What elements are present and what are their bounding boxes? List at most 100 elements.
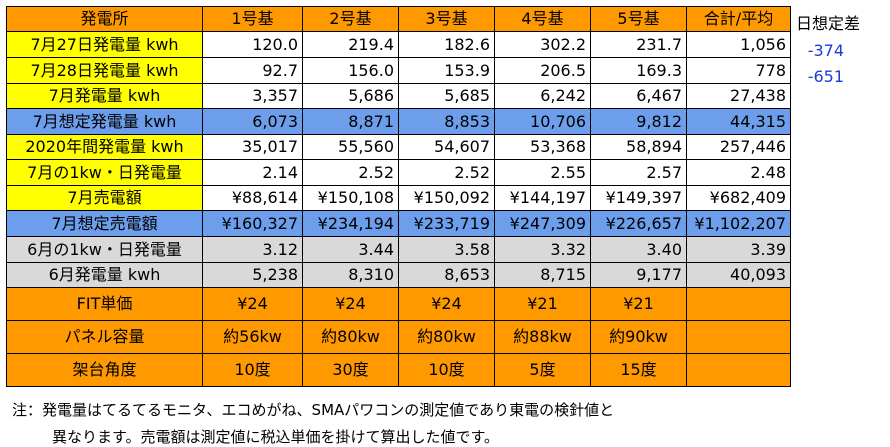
value-cell: 10度 <box>398 353 495 387</box>
header-cell: 1号基 <box>202 6 303 32</box>
note-line-2: 異なります。売電額は測定値に税込単価を掛けて算出した値です。 <box>52 428 500 446</box>
value-cell: 3.44 <box>302 236 399 263</box>
value-cell: 9,812 <box>590 108 687 135</box>
value-cell: ¥21 <box>590 287 687 321</box>
header-cell: 4号基 <box>494 6 591 32</box>
table-row: パネル容量 約56kw 約80kw 約80kw 約88kw 約90kw <box>6 320 791 354</box>
value-cell: 55,560 <box>302 134 399 160</box>
row-label: 6月の1kw・日発電量 <box>6 236 203 263</box>
value-cell: 3.39 <box>686 236 791 263</box>
table-row: 7月想定売電額 ¥160,327 ¥234,194 ¥233,719 ¥247,309 ¥… <box>6 210 791 237</box>
table-row: 7月想定発電量 kwh 6,073 8,871 8,853 10,706 9,812 44,… <box>6 108 791 135</box>
value-cell: ¥24 <box>398 287 495 321</box>
value-cell: 778 <box>686 57 791 84</box>
row-label: 7月の1kw・日発電量 <box>6 159 203 186</box>
value-cell <box>686 320 791 354</box>
value-cell: ¥1,102,207 <box>686 210 791 237</box>
value-cell: 3.58 <box>398 236 495 263</box>
row-label: パネル容量 <box>6 320 203 354</box>
daily-expected-diff-value: -651 <box>807 67 844 86</box>
row-label: 7月発電量 kwh <box>6 83 203 109</box>
header-cell: 合計/平均 <box>686 6 791 32</box>
row-label: 架台角度 <box>6 353 203 387</box>
value-cell: 約80kw <box>302 320 399 354</box>
table-row: 2020年間発電量 kwh 35,017 55,560 54,607 53,368 58,… <box>6 134 791 160</box>
value-cell: 2.48 <box>686 159 791 186</box>
value-cell: ¥150,108 <box>302 185 399 211</box>
value-cell: 120.0 <box>202 31 303 58</box>
value-cell: 1,056 <box>686 31 791 58</box>
value-cell: 5,686 <box>302 83 399 109</box>
table-row: 7月27日発電量 kwh 120.0 219.4 182.6 302.2 231.7 1,0… <box>6 31 791 58</box>
value-cell: 8,310 <box>302 262 399 288</box>
daily-expected-diff-title: 日想定差 <box>796 14 861 33</box>
value-cell: 10,706 <box>494 108 591 135</box>
note-line-1: 注：発電量はてるてるモニタ、エコめがね、SMAパワコンの測定値であり東電の検針値… <box>12 401 615 419</box>
value-cell: 6,073 <box>202 108 303 135</box>
table-row: 6月発電量 kwh 5,238 8,310 8,653 8,715 9,177 40,093 <box>6 262 791 288</box>
value-cell <box>686 353 791 387</box>
value-cell: 92.7 <box>202 57 303 84</box>
value-cell: 約88kw <box>494 320 591 354</box>
value-cell: 2.57 <box>590 159 687 186</box>
row-label: 7月想定売電額 <box>6 210 203 237</box>
value-cell: ¥24 <box>302 287 399 321</box>
value-cell: 2.52 <box>302 159 399 186</box>
value-cell: ¥233,719 <box>398 210 495 237</box>
table-body: 発電所 1号基 2号基 3号基 4号基 5号基 合計/平均 7月27日発電量 k… <box>6 6 791 387</box>
value-cell: ¥247,309 <box>494 210 591 237</box>
value-cell: 2.14 <box>202 159 303 186</box>
value-cell: ¥88,614 <box>202 185 303 211</box>
table-row: 7月売電額 ¥88,614 ¥150,108 ¥150,092 ¥144,197 ¥149… <box>6 185 791 211</box>
value-cell: 206.5 <box>494 57 591 84</box>
value-cell: 2.52 <box>398 159 495 186</box>
value-cell: 44,315 <box>686 108 791 135</box>
value-cell: 6,242 <box>494 83 591 109</box>
table-row: 7月発電量 kwh 3,357 5,686 5,685 6,242 6,467 27,438 <box>6 83 791 109</box>
value-cell: 8,653 <box>398 262 495 288</box>
value-cell: 8,871 <box>302 108 399 135</box>
table-row: 6月の1kw・日発電量 3.12 3.44 3.58 3.32 3.40 3.39 <box>6 236 791 263</box>
header-cell: 3号基 <box>398 6 495 32</box>
value-cell: 9,177 <box>590 262 687 288</box>
value-cell: 257,446 <box>686 134 791 160</box>
value-cell: 40,093 <box>686 262 791 288</box>
value-cell: ¥682,409 <box>686 185 791 211</box>
value-cell: ¥24 <box>202 287 303 321</box>
value-cell: 5,238 <box>202 262 303 288</box>
value-cell: 2.55 <box>494 159 591 186</box>
row-label: FIT単価 <box>6 287 203 321</box>
value-cell: 3,357 <box>202 83 303 109</box>
table-row: FIT単価 ¥24 ¥24 ¥24 ¥21 ¥21 <box>6 287 791 321</box>
row-label: 7月想定発電量 kwh <box>6 108 203 135</box>
value-cell: 3.12 <box>202 236 303 263</box>
value-cell: 3.40 <box>590 236 687 263</box>
value-cell: 182.6 <box>398 31 495 58</box>
value-cell: ¥149,397 <box>590 185 687 211</box>
value-cell: 8,715 <box>494 262 591 288</box>
value-cell: 156.0 <box>302 57 399 84</box>
value-cell: ¥150,092 <box>398 185 495 211</box>
value-cell: 5度 <box>494 353 591 387</box>
value-cell: ¥234,194 <box>302 210 399 237</box>
value-cell: 6,467 <box>590 83 687 109</box>
value-cell: 10度 <box>202 353 303 387</box>
header-cell: 5号基 <box>590 6 687 32</box>
row-label: 2020年間発電量 kwh <box>6 134 203 160</box>
header-cell: 2号基 <box>302 6 399 32</box>
value-cell: 58,894 <box>590 134 687 160</box>
value-cell: 5,685 <box>398 83 495 109</box>
value-cell: 30度 <box>302 353 399 387</box>
power-generation-table: 発電所 1号基 2号基 3号基 4号基 5号基 合計/平均 7月27日発電量 k… <box>6 6 791 387</box>
value-cell: 169.3 <box>590 57 687 84</box>
table-row: 7月の1kw・日発電量 2.14 2.52 2.52 2.55 2.57 2.48 <box>6 159 791 186</box>
row-label: 7月売電額 <box>6 185 203 211</box>
value-cell: 35,017 <box>202 134 303 160</box>
value-cell: 53,368 <box>494 134 591 160</box>
value-cell: 54,607 <box>398 134 495 160</box>
value-cell <box>686 287 791 321</box>
value-cell: 3.32 <box>494 236 591 263</box>
value-cell: 約90kw <box>590 320 687 354</box>
value-cell: 約80kw <box>398 320 495 354</box>
row-label: 6月発電量 kwh <box>6 262 203 288</box>
